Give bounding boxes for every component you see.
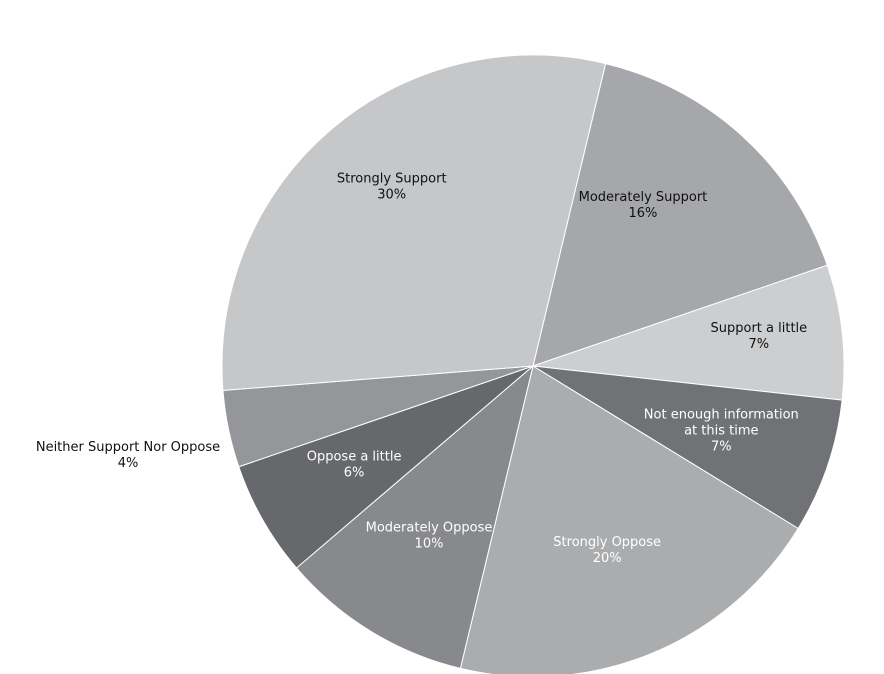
pie-slices — [221, 54, 845, 674]
slice-support-a-little — [532, 264, 845, 401]
slice-value-label: 16% — [629, 206, 658, 221]
slice-category-label: Moderately Support — [579, 190, 708, 205]
slice-category-label: Neither Support Nor Oppose — [36, 440, 220, 455]
slice-value-label: 7% — [749, 337, 770, 352]
slice-category-label: Support a little — [711, 321, 808, 336]
label-neither-support-nor-oppose: Neither Support Nor Oppose 4% — [36, 440, 220, 471]
label-strongly-support: Strongly Support 30% — [337, 172, 447, 203]
slice-value-label: 30% — [377, 188, 406, 203]
slice-value-label: 4% — [118, 456, 139, 471]
slice-not-enough-information-at-this-time — [532, 365, 843, 530]
label-strongly-oppose: Strongly Oppose 20% — [553, 535, 661, 566]
slice-value-label: 10% — [415, 537, 444, 552]
slice-category-label: Strongly Support — [337, 172, 447, 187]
slice-category-label: Moderately Oppose — [366, 521, 493, 536]
label-moderately-support: Moderately Support 16% — [579, 190, 708, 221]
pie-labels: Moderately Support 16%Support a little 7%N… — [36, 172, 807, 566]
slice-value-label: 6% — [344, 466, 365, 481]
slice-strongly-oppose — [459, 365, 799, 674]
slice-category-label: at this time — [684, 423, 758, 438]
slice-value-label: 7% — [711, 439, 732, 454]
slice-moderately-oppose — [295, 364, 534, 670]
label-oppose-a-little: Oppose a little 6% — [307, 450, 402, 481]
slice-value-label: 20% — [593, 551, 622, 566]
slice-category-label: Not enough information — [644, 407, 799, 422]
label-moderately-oppose: Moderately Oppose 10% — [366, 521, 493, 552]
slice-strongly-support — [221, 54, 607, 391]
label-support-a-little: Support a little 7% — [711, 321, 808, 352]
label-not-enough-information-at-this-time: Not enough information at this time 7% — [644, 407, 799, 454]
slice-category-label: Oppose a little — [307, 450, 402, 465]
slice-category-label: Strongly Oppose — [553, 535, 661, 550]
